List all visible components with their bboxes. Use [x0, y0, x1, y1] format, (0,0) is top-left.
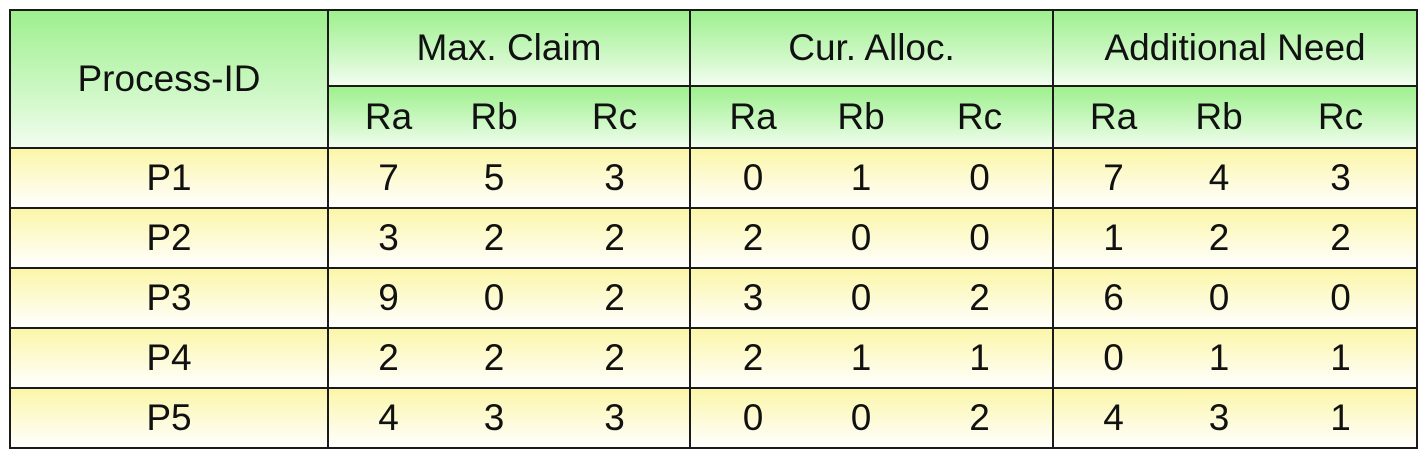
process-id-cell: P1 — [9, 147, 329, 209]
value-cell: 2 — [327, 327, 448, 389]
cur-alloc-ra-header: Ra — [689, 85, 815, 149]
value-cell: 2 — [448, 207, 540, 269]
table-body: P1 7 5 3 0 1 0 7 4 3 P2 3 2 2 2 0 0 1 2 — [9, 147, 1419, 449]
additional-need-ra-header: Ra — [1052, 85, 1174, 149]
value-cell: 0 — [1265, 267, 1419, 329]
process-id-cell: P3 — [9, 267, 329, 329]
value-cell: 0 — [689, 387, 815, 449]
value-cell: 2 — [540, 267, 691, 329]
value-cell: 0 — [907, 147, 1055, 209]
resource-allocation-table: Process-ID Max. Claim Cur. Alloc. Additi… — [9, 9, 1419, 449]
value-cell: 7 — [1052, 147, 1174, 209]
value-cell: 0 — [815, 267, 907, 329]
value-cell: 4 — [327, 387, 448, 449]
max-claim-rc-header: Rc — [540, 85, 691, 149]
value-cell: 1 — [1265, 387, 1419, 449]
process-id-cell: P5 — [9, 387, 329, 449]
value-cell: 3 — [689, 267, 815, 329]
value-cell: 2 — [540, 207, 691, 269]
cur-alloc-rb-header: Rb — [815, 85, 907, 149]
table-row: P3 9 0 2 3 0 2 6 0 0 — [9, 267, 1419, 329]
value-cell: 0 — [1173, 267, 1266, 329]
value-cell: 3 — [327, 207, 448, 269]
header-row-groups: Process-ID Max. Claim Cur. Alloc. Additi… — [9, 9, 1419, 149]
value-cell: 2 — [1265, 207, 1419, 269]
additional-need-header: Additional Need — [1052, 9, 1419, 87]
value-cell: 0 — [815, 387, 907, 449]
value-cell: 4 — [1173, 147, 1266, 209]
value-cell: 3 — [540, 147, 691, 209]
table-row: P4 2 2 2 2 1 1 0 1 1 — [9, 327, 1419, 389]
value-cell: 2 — [1173, 207, 1266, 269]
value-cell: 1 — [1173, 327, 1266, 389]
value-cell: 7 — [327, 147, 448, 209]
value-cell: 3 — [1265, 147, 1419, 209]
table-header: Process-ID Max. Claim Cur. Alloc. Additi… — [9, 9, 1419, 149]
max-claim-rb-header: Rb — [448, 85, 540, 149]
value-cell: 1 — [907, 327, 1055, 389]
cur-alloc-rc-header: Rc — [907, 85, 1055, 149]
value-cell: 3 — [1173, 387, 1266, 449]
additional-need-rc-header: Rc — [1265, 85, 1419, 149]
value-cell: 0 — [1052, 327, 1174, 389]
additional-need-rb-header: Rb — [1173, 85, 1266, 149]
table-row: P5 4 3 3 0 0 2 4 3 1 — [9, 387, 1419, 449]
value-cell: 2 — [448, 327, 540, 389]
value-cell: 3 — [448, 387, 540, 449]
table-row: P2 3 2 2 2 0 0 1 2 2 — [9, 207, 1419, 269]
value-cell: 1 — [815, 327, 907, 389]
value-cell: 3 — [540, 387, 691, 449]
max-claim-header: Max. Claim — [327, 9, 691, 87]
value-cell: 1 — [1265, 327, 1419, 389]
value-cell: 2 — [907, 267, 1055, 329]
process-id-header: Process-ID — [9, 9, 329, 149]
value-cell: 5 — [448, 147, 540, 209]
table-row: P1 7 5 3 0 1 0 7 4 3 — [9, 147, 1419, 209]
value-cell: 1 — [815, 147, 907, 209]
cur-alloc-header: Cur. Alloc. — [688, 9, 1055, 87]
value-cell: 0 — [907, 207, 1055, 269]
value-cell: 0 — [815, 207, 907, 269]
value-cell: 9 — [327, 267, 448, 329]
value-cell: 0 — [689, 147, 815, 209]
process-id-cell: P4 — [9, 327, 329, 389]
value-cell: 0 — [448, 267, 540, 329]
max-claim-ra-header: Ra — [327, 85, 448, 149]
value-cell: 2 — [907, 387, 1055, 449]
header-row-resources: Ra Rb Rc Ra Rb Rc Ra Rb Rc — [10, 85, 1419, 149]
value-cell: 2 — [689, 207, 815, 269]
value-cell: 6 — [1052, 267, 1174, 329]
value-cell: 2 — [689, 327, 815, 389]
process-id-cell: P2 — [9, 207, 329, 269]
value-cell: 1 — [1052, 207, 1174, 269]
value-cell: 2 — [540, 327, 691, 389]
value-cell: 4 — [1052, 387, 1174, 449]
